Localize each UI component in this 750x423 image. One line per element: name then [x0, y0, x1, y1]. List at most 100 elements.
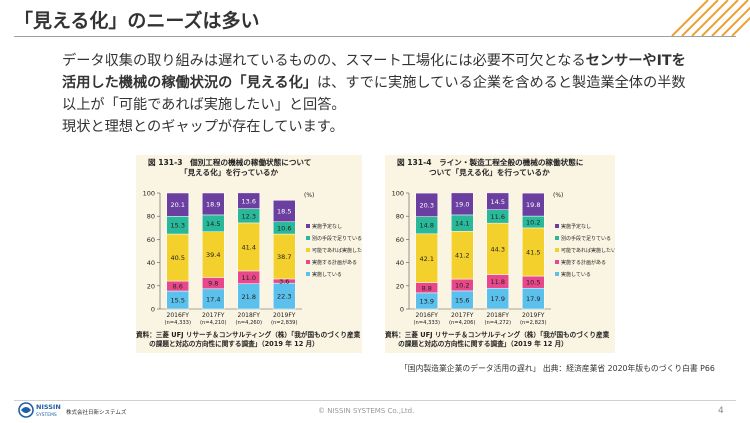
y-tick-label: 60 [147, 236, 155, 244]
stacked-bar-chart-left: 0 20 40 60 80 100 (%) 15.5 8.6 40.5 15.3 20.1 2016FY… [143, 190, 362, 327]
data-label: 40.5 [171, 254, 185, 262]
x-tick-n-label: (n=2,823) [520, 320, 547, 326]
bar-segment [415, 192, 438, 217]
data-label: 14.8 [420, 222, 434, 230]
legend-swatch [555, 248, 559, 252]
y-tick-label: 40 [396, 259, 404, 267]
legend-swatch [306, 236, 310, 240]
x-tick-n-label: (n=4,272) [484, 320, 511, 326]
data-label: 9.8 [208, 280, 218, 288]
x-tick-n-label: (n=4,210) [200, 320, 227, 326]
chart-title-left-line2: 「見える化」を行っているか [180, 168, 279, 177]
lead-text-2: は、すでに実施している企業を含めると製造業全体の半数以上が「可能であれば実施した… [62, 75, 686, 113]
lead-emphasis: センサーやITを活用した機械の稼働状況の「見える化」 [62, 53, 686, 91]
data-label: 41.5 [526, 248, 540, 256]
x-tick-label: 2018FY [238, 312, 261, 319]
data-label: 15.6 [455, 296, 469, 304]
chart-source-left: 資料：三菱 UFJ リサーチ＆コンサルティング（株）「我が国ものづくり産業 の課… [136, 331, 360, 349]
y-tick-label: 40 [147, 259, 155, 267]
data-label: 11.0 [242, 274, 256, 282]
data-label: 41.2 [455, 252, 469, 260]
y-tick-label: 60 [396, 236, 404, 244]
chart-panel-left: 図 131-3 個別工程の機械の稼働状態について 「見える化」を行っているか 0… [136, 155, 362, 353]
unit-label: (%) [304, 192, 314, 199]
logo-brand: NISSIN [36, 403, 61, 411]
data-label: 14.5 [491, 198, 505, 206]
legend-label: 実施予定なし [561, 223, 591, 230]
legend-swatch [555, 236, 559, 240]
chart-title-left: 図 131-3 個別工程の機械の稼働状態について 「見える化」を行っているか [136, 155, 362, 184]
x-tick-n-label: (n=2,839) [271, 320, 298, 326]
legend-label: 別の手段で足りている [312, 235, 362, 242]
legend-label: 実施している [312, 271, 342, 278]
legend-swatch [306, 224, 310, 228]
x-tick-n-label: (n=4,333) [164, 320, 191, 326]
bar-segment [166, 192, 189, 217]
legend-swatch [555, 272, 559, 276]
figure-source-note: 「国内製造業企業のデータ活用の遅れ」 出典：経済産業省 2020年版ものづくり白… [400, 364, 715, 373]
legend-label: 可能であれば実施したい [312, 247, 362, 254]
data-label: 11.6 [491, 213, 505, 221]
bar-segment [451, 192, 474, 216]
chart-title-right-line2: ついて「見える化」を行っているか [429, 168, 550, 177]
data-label: 17.4 [206, 295, 220, 303]
footer-divider [14, 400, 736, 401]
chart-source-left-line2: の課題と対応の方向性に関する調査」（2019 年 12 月） [136, 340, 319, 348]
y-tick-label: 80 [396, 213, 404, 221]
x-tick-label: 2018FY [487, 312, 510, 319]
data-label: 19.8 [526, 201, 540, 209]
x-tick-label: 2019FY [273, 312, 296, 319]
legend-label: 別の手段で足りている [561, 235, 611, 242]
legend-swatch [306, 248, 310, 252]
chart-panel-right: 図 131-4 ライン・製造工程全般の機械の稼働状態に ついて「見える化」を行っ… [385, 155, 615, 353]
lead-paragraph: データ収集の取り組みは遅れているものの、スマート工場化には必要不可欠となるセンサ… [62, 50, 692, 138]
x-tick-label: 2017FY [202, 312, 225, 319]
y-tick-label: 100 [143, 190, 155, 198]
y-tick-label: 20 [147, 282, 155, 290]
data-label: 3.6 [279, 278, 289, 286]
data-label: 10.6 [277, 224, 291, 232]
data-label: 22.3 [277, 293, 291, 301]
data-label: 20.3 [420, 201, 434, 209]
data-label: 41.4 [242, 243, 256, 251]
chart-title-left-line1: 図 131-3 個別工程の機械の稼働状態について [148, 158, 312, 167]
x-tick-n-label: (n=4,206) [449, 320, 476, 326]
nissin-logo-icon: NISSIN SYSTEMS 株式会社日新システムズ [18, 402, 127, 418]
data-label: 15.5 [171, 297, 185, 305]
bar-segment [522, 192, 545, 217]
data-label: 13.9 [420, 297, 434, 305]
data-label: 20.1 [171, 201, 185, 209]
legend-swatch [555, 260, 559, 264]
lead-text-1: データ収集の取り組みは遅れているものの、スマート工場化には必要不可欠となる [62, 53, 586, 69]
data-label: 18.5 [277, 208, 291, 216]
chart-title-right: 図 131-4 ライン・製造工程全般の機械の稼働状態に ついて「見える化」を行っ… [385, 155, 615, 184]
company-logo: NISSIN SYSTEMS 株式会社日新システムズ [18, 401, 138, 423]
data-label: 38.7 [277, 253, 291, 261]
chart-source-right: 資料：三菱 UFJ リサーチ＆コンサルティング（株）「我が国ものづくり産業 の課… [385, 331, 609, 349]
lead-text-3: 現状と理想とのギャップが存在しています。 [62, 119, 344, 135]
data-label: 21.8 [242, 293, 256, 301]
chart-title-right-line1: 図 131-4 ライン・製造工程全般の機械の稼働状態に [397, 158, 584, 167]
legend-label: 実施予定なし [312, 223, 342, 230]
legend-label: 実施する計画がある [312, 259, 357, 266]
data-label: 11.8 [491, 278, 505, 286]
data-label: 13.6 [242, 197, 256, 205]
data-label: 8.6 [173, 283, 183, 291]
data-label: 10.2 [526, 219, 540, 227]
page-title: 「見える化」のニーズは多い [14, 10, 260, 32]
x-tick-label: 2016FY [167, 312, 190, 319]
y-tick-label: 20 [396, 282, 404, 290]
chart-source-right-line1: 資料：三菱 UFJ リサーチ＆コンサルティング（株）「我が国ものづくり産業 [385, 331, 610, 339]
data-label: 15.3 [171, 222, 185, 230]
data-label: 10.5 [526, 279, 540, 287]
data-label: 10.2 [455, 281, 469, 289]
y-tick-label: 0 [400, 306, 404, 314]
bar-segment [237, 192, 260, 209]
data-label: 19.0 [455, 200, 469, 208]
bar-segment [273, 200, 296, 223]
legend-label: 実施する計画がある [561, 259, 606, 266]
data-label: 12.3 [242, 212, 256, 220]
logo-sub: SYSTEMS [36, 412, 57, 418]
legend-swatch [555, 224, 559, 228]
y-tick-label: 0 [151, 306, 155, 314]
